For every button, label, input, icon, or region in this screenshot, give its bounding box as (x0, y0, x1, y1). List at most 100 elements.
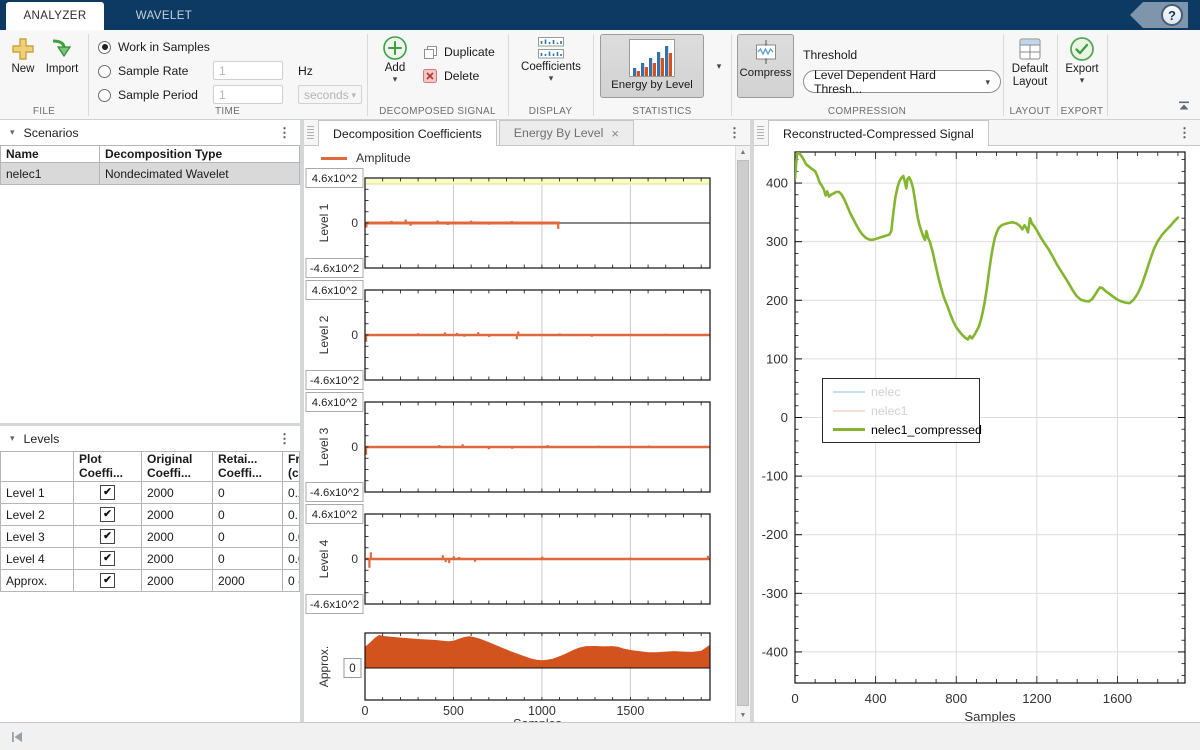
kebab-icon[interactable]: ⋮ (728, 125, 741, 141)
plot-coefficients-checkbox[interactable]: ✔ (100, 529, 115, 544)
delete-button-label: Delete (444, 69, 479, 83)
new-button[interactable]: New (6, 36, 40, 75)
energy-by-level-icon (629, 39, 675, 77)
legend-entry-nelec1_compressed[interactable]: nelec1_compressed (823, 420, 979, 439)
collapse-panel-icon[interactable]: ▾ (10, 433, 15, 444)
legend-line-swatch (833, 391, 865, 393)
scrollbar-thumb[interactable] (737, 160, 749, 706)
chevron-down-icon: ▾ (393, 75, 398, 83)
levels-panel-header[interactable]: ▾ Levels ⋮ (0, 426, 300, 451)
section-label-decomposed-signal: DECOMPOSED SIGNAL (367, 106, 508, 117)
collapse-statusbar-icon[interactable] (10, 731, 24, 743)
chevron-down-icon: ▾ (1080, 76, 1085, 84)
radio-sample-rate[interactable]: Sample Rate (98, 62, 188, 80)
sample-period-input[interactable] (213, 85, 283, 104)
scenarios-col-name[interactable]: Name (1, 146, 100, 163)
svg-text:0: 0 (349, 663, 355, 675)
retained-coefficients: 0 (213, 504, 283, 526)
plot-coefficients-cell: ✔ (74, 526, 142, 548)
original-coefficients: 2000 (142, 548, 213, 570)
scenarios-panel-header[interactable]: ▾ Scenarios ⋮ (0, 120, 300, 145)
delete-button[interactable]: Delete (422, 68, 479, 84)
coefficients-button[interactable]: Coefficients ▾ (511, 36, 591, 82)
threshold-select[interactable]: Level Dependent Hard Thresh... ▾ (803, 70, 1001, 93)
collapse-toolstrip-icon[interactable] (1178, 101, 1190, 111)
toolstrip: New Import FILE Work in Samples Sample R… (0, 30, 1200, 120)
duplicate-button[interactable]: Duplicate (422, 44, 495, 60)
close-icon[interactable]: × (611, 126, 619, 141)
tab-wavelet-label: WAVELET (136, 10, 192, 22)
reconstructed-content: 4003002001000-100-200-300-40004008001200… (754, 146, 1200, 722)
legend-entry-nelec[interactable]: nelec (823, 382, 979, 401)
tab-reconstructed-compressed-signal[interactable]: Reconstructed-Compressed Signal (768, 120, 989, 146)
levels-col-retained-coefficients[interactable]: Retai...Coeffi... (213, 452, 283, 482)
level-row[interactable]: Approx.✔200020000 - 0.03... (1, 570, 300, 592)
right-legend[interactable]: nelec nelec1 nelec1_compressed (822, 378, 980, 443)
level-name: Level 2 (1, 504, 74, 526)
sample-rate-unit-label: Hz (298, 64, 313, 78)
add-button[interactable]: Add ▾ (377, 35, 413, 83)
tab-decomposition-coefficients[interactable]: Decomposition Coefficients (318, 120, 497, 146)
plot-coefficients-checkbox[interactable]: ✔ (100, 485, 115, 500)
coefficients-button-label: Coefficients (521, 61, 581, 73)
import-icon (49, 36, 75, 62)
levels-col-frequency[interactable]: Frequ...(cycle... (283, 452, 300, 482)
plot-coefficients-checkbox[interactable]: ✔ (100, 551, 115, 566)
decomposition-plots[interactable]: 4.6x10^2-4.6x10^20Level 14.6x10^2-4.6x10… (304, 146, 734, 722)
tab-analyzer-label: ANALYZER (23, 10, 86, 22)
collapse-panel-icon[interactable]: ▾ (10, 127, 15, 138)
scroll-down-icon[interactable]: ▼ (736, 712, 750, 719)
kebab-icon[interactable]: ⋮ (278, 125, 291, 141)
svg-text:-4.6x10^2: -4.6x10^2 (310, 263, 359, 275)
status-bar (0, 722, 1200, 750)
section-label-compression: COMPRESSION (731, 106, 1003, 117)
help-button[interactable]: ? (1130, 2, 1188, 28)
svg-text:4.6x10^2: 4.6x10^2 (312, 509, 358, 521)
default-layout-button[interactable]: Default Layout (1005, 36, 1055, 89)
energy-by-level-button[interactable]: Energy by Level (600, 34, 704, 98)
radio-sample-period[interactable]: Sample Period (98, 86, 198, 104)
original-coefficients: 2000 (142, 526, 213, 548)
original-coefficients: 2000 (142, 570, 213, 592)
energy-by-level-dropdown-button[interactable]: ▾ (710, 34, 728, 98)
sample-rate-input[interactable] (213, 61, 283, 80)
scenarios-col-type[interactable]: Decomposition Type (100, 146, 300, 163)
radio-icon (98, 65, 111, 78)
tab-wavelet[interactable]: WAVELET (104, 2, 224, 30)
import-button[interactable]: Import (41, 36, 83, 75)
level-row[interactable]: Level 1✔200000.25 - 0.5 (1, 482, 300, 504)
svg-text:0: 0 (351, 552, 358, 566)
svg-text:Level 4: Level 4 (317, 539, 331, 578)
tab-label: Reconstructed-Compressed Signal (783, 127, 974, 141)
level-row[interactable]: Level 2✔200000.121 - ... (1, 504, 300, 526)
mid-scrollbar[interactable]: ▲ ▼ (735, 146, 750, 722)
grip-icon[interactable] (307, 126, 314, 139)
duplicate-icon (422, 44, 438, 60)
levels-col-original-coefficients[interactable]: OriginalCoeffi... (142, 452, 213, 482)
scroll-up-icon[interactable]: ▲ (736, 149, 750, 156)
legend-entry-nelec1[interactable]: nelec1 (823, 401, 979, 420)
plot-coefficients-checkbox[interactable]: ✔ (100, 507, 115, 522)
levels-col-plot-coefficients[interactable]: PlotCoeffi... (74, 452, 142, 482)
kebab-icon[interactable]: ⋮ (1178, 125, 1191, 141)
level-row[interactable]: Level 4✔200000.0302 -... (1, 548, 300, 570)
svg-text:0: 0 (791, 691, 798, 706)
radio-work-in-samples[interactable]: Work in Samples (98, 38, 210, 56)
levels-col-blank[interactable] (1, 452, 74, 482)
scenario-row[interactable]: nelec1Nondecimated Wavelet (1, 163, 300, 185)
compress-button[interactable]: Compress (737, 34, 794, 98)
plot-coefficients-checkbox[interactable]: ✔ (100, 573, 115, 588)
export-icon (1069, 36, 1095, 62)
kebab-icon[interactable]: ⋮ (278, 431, 291, 447)
level-row[interactable]: Level 3✔200000.0603 -... (1, 526, 300, 548)
tab-analyzer[interactable]: ANALYZER (6, 2, 104, 30)
legend-label: nelec1 (871, 404, 908, 418)
grip-icon[interactable] (757, 126, 764, 139)
levels-table: PlotCoeffi... OriginalCoeffi... Retai...… (0, 451, 300, 592)
tab-energy-by-level[interactable]: Energy By Level × (499, 120, 634, 145)
sample-period-unit-select[interactable]: seconds ▾ (298, 85, 362, 104)
scenarios-panel: ▾ Scenarios ⋮ Name Decomposition Type ne… (0, 120, 300, 423)
svg-text:Approx.: Approx. (317, 646, 331, 687)
export-button[interactable]: Export ▾ (1061, 36, 1103, 84)
toolstrip-section-decomposed-signal: Add ▾ Duplicate Delete DECOMPOSED SIGNAL (367, 30, 508, 120)
